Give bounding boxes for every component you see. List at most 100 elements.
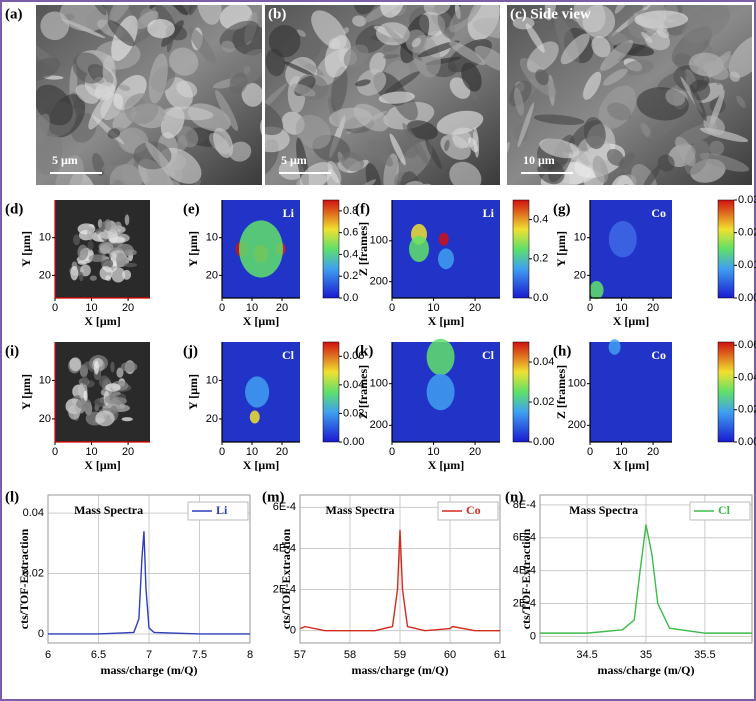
colorbar [512, 199, 530, 299]
plot-frame [47, 494, 251, 644]
x-tick-label: 20 [276, 302, 288, 314]
panel-label: (i) [5, 343, 19, 359]
colorbar-tick-label: 0.4 [533, 214, 548, 226]
sem-texture [148, 53, 168, 104]
sem-texture [635, 15, 668, 32]
heatmap-spot [245, 376, 270, 408]
heatmap [590, 342, 672, 442]
sem-texture [75, 84, 99, 104]
element-label: Cl [282, 348, 295, 362]
sem-texture [229, 72, 248, 95]
sem-texture [384, 71, 421, 95]
colorbar-tick-label: 0.01 [738, 259, 756, 271]
sem-texture [526, 41, 559, 73]
sem-texture [444, 139, 450, 152]
chart-title: Mass Spectra [569, 503, 638, 517]
sem-texture [39, 184, 86, 185]
x-tick-label: 0 [389, 302, 395, 314]
sem-texture [467, 137, 479, 153]
heatmap-spot [409, 236, 429, 262]
sem-texture [533, 114, 585, 125]
chart-title: Mass Spectra [326, 503, 395, 517]
x-tick-label: 6 [45, 649, 51, 661]
sem-texture [376, 22, 410, 46]
sem-texture [641, 31, 653, 44]
sem-texture [37, 133, 63, 176]
sem-content [265, 5, 500, 185]
y-tick-label: 100 [370, 378, 388, 390]
y-axis-label: Y [μm] [19, 231, 33, 267]
y-tick-label: 10 [206, 232, 218, 244]
x-tick-label: 34.5 [576, 649, 597, 661]
sem-texture [352, 15, 367, 27]
x-tick-label: 0 [587, 446, 593, 458]
sem-texture [517, 102, 535, 148]
y-tick-label: 2E-4 [273, 583, 296, 595]
x-tick-label: 0 [587, 302, 593, 314]
sem-texture [622, 59, 655, 76]
x-tick-label: 20 [647, 302, 659, 314]
sem-texture [102, 55, 116, 88]
sem-texture [449, 5, 484, 33]
sem-texture [411, 37, 422, 48]
sem-texture [76, 398, 92, 410]
heatmap-spot [438, 248, 454, 270]
sem-texture [640, 122, 652, 138]
sem-texture [168, 47, 199, 76]
colorbar-tick-label: 0.02 [533, 396, 554, 408]
sem-texture [682, 5, 730, 43]
x-axis-label: X [μm] [428, 458, 464, 472]
sem-texture [583, 71, 602, 100]
sem-texture [539, 138, 580, 159]
y-tick-label: 200 [370, 419, 388, 431]
sem-texture [423, 5, 451, 16]
colorbar-tick-label: 0.00 [738, 292, 756, 304]
element-label: Li [483, 206, 495, 220]
sem-texture [380, 5, 405, 18]
sem-texture [107, 128, 121, 139]
y-axis-label: Y [μm] [554, 231, 568, 267]
sem-texture [155, 5, 189, 16]
colorbar-tick-label: 0.04 [738, 371, 756, 383]
sem-texture [353, 5, 379, 15]
sem-texture [472, 18, 500, 39]
sem-texture [657, 154, 675, 172]
sem-texture [87, 225, 94, 241]
sem-texture [73, 234, 81, 246]
sem-texture [402, 122, 429, 165]
panel-label: (e) [183, 201, 200, 217]
sem-texture [403, 145, 419, 159]
sem-texture [108, 236, 126, 243]
y-tick-label: 100 [370, 235, 388, 247]
x-axis-label: X [μm] [243, 458, 279, 472]
sem-texture [406, 120, 438, 140]
x-tick-label: 20 [122, 302, 134, 314]
x-tick-label: 10 [427, 446, 439, 458]
sem-texture [81, 376, 89, 385]
x-axis-label: X [μm] [84, 458, 120, 472]
x-tick-label: 59 [394, 649, 406, 661]
sem-texture [699, 152, 750, 172]
x-tick-label: 20 [276, 446, 288, 458]
sem-texture [474, 45, 500, 72]
sem-texture [118, 84, 131, 91]
sem-texture [121, 417, 133, 422]
colorbar-tick-label: 0.04 [533, 356, 554, 368]
sem-texture [78, 271, 84, 282]
colorbar-tick-label: 0.02 [738, 404, 756, 416]
sem-texture [188, 5, 200, 16]
sem-texture [607, 31, 630, 47]
sem-texture [83, 390, 88, 401]
sem-texture [109, 164, 143, 185]
sem-texture [382, 54, 400, 59]
sem-texture [138, 158, 175, 185]
sem-texture [95, 410, 115, 427]
y-tick-label: 10 [574, 232, 586, 244]
y-tick-label: 20 [39, 269, 51, 281]
sem-texture [278, 160, 304, 180]
y-tick-label: 20 [39, 413, 51, 425]
x-axis-label: X [μm] [613, 314, 649, 328]
spectrum-line [299, 529, 500, 632]
sem-texture [544, 5, 558, 21]
